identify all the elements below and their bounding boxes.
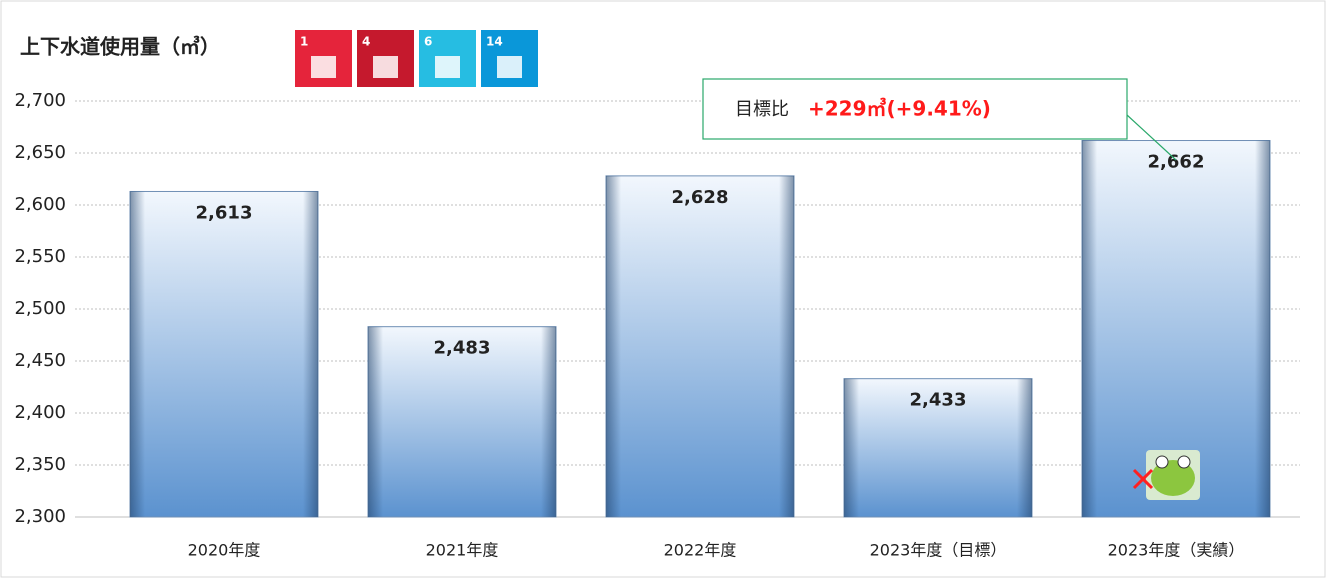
y-tick-label: 2,550 xyxy=(14,246,66,267)
callout-label: 目標比 xyxy=(735,99,789,120)
sdg-number: 6 xyxy=(424,35,432,49)
x-tick-label: 2023年度（実績） xyxy=(1108,541,1245,560)
sticker-eye xyxy=(1178,456,1190,468)
y-tick-label: 2,450 xyxy=(14,350,66,371)
sdg-symbol xyxy=(435,56,460,78)
chart: 上下水道使用量（㎥） 146142,3002,3502,4002,4502,50… xyxy=(0,0,1326,578)
y-tick-label: 2,350 xyxy=(14,454,66,475)
x-tick-label: 2022年度 xyxy=(664,541,737,560)
y-tick-label: 2,700 xyxy=(14,90,66,111)
sdg-number: 1 xyxy=(300,35,308,49)
callout-text: +229㎥(+9.41%) xyxy=(808,97,991,121)
chart-title: 上下水道使用量（㎥） xyxy=(20,35,220,59)
x-tick-label: 2023年度（目標） xyxy=(870,541,1007,560)
bar-shade xyxy=(130,191,318,517)
x-tick-label: 2020年度 xyxy=(188,541,261,560)
x-tick-label: 2021年度 xyxy=(426,541,499,560)
sdg-symbol xyxy=(311,56,336,78)
bar-shade xyxy=(606,176,794,517)
value-label: 2,483 xyxy=(434,338,491,359)
value-label: 2,433 xyxy=(910,390,967,411)
y-tick-label: 2,500 xyxy=(14,298,66,319)
sticker-eye xyxy=(1156,456,1168,468)
y-tick-label: 2,650 xyxy=(14,142,66,163)
value-label: 2,628 xyxy=(672,187,729,208)
sdg-number: 14 xyxy=(486,35,503,49)
y-tick-label: 2,600 xyxy=(14,194,66,215)
sdg-number: 4 xyxy=(362,35,370,49)
sdg-symbol xyxy=(497,56,522,78)
value-label: 2,662 xyxy=(1148,152,1205,173)
y-tick-label: 2,400 xyxy=(14,402,66,423)
sdg-symbol xyxy=(373,56,398,78)
value-label: 2,613 xyxy=(196,202,253,223)
y-tick-label: 2,300 xyxy=(14,506,66,527)
